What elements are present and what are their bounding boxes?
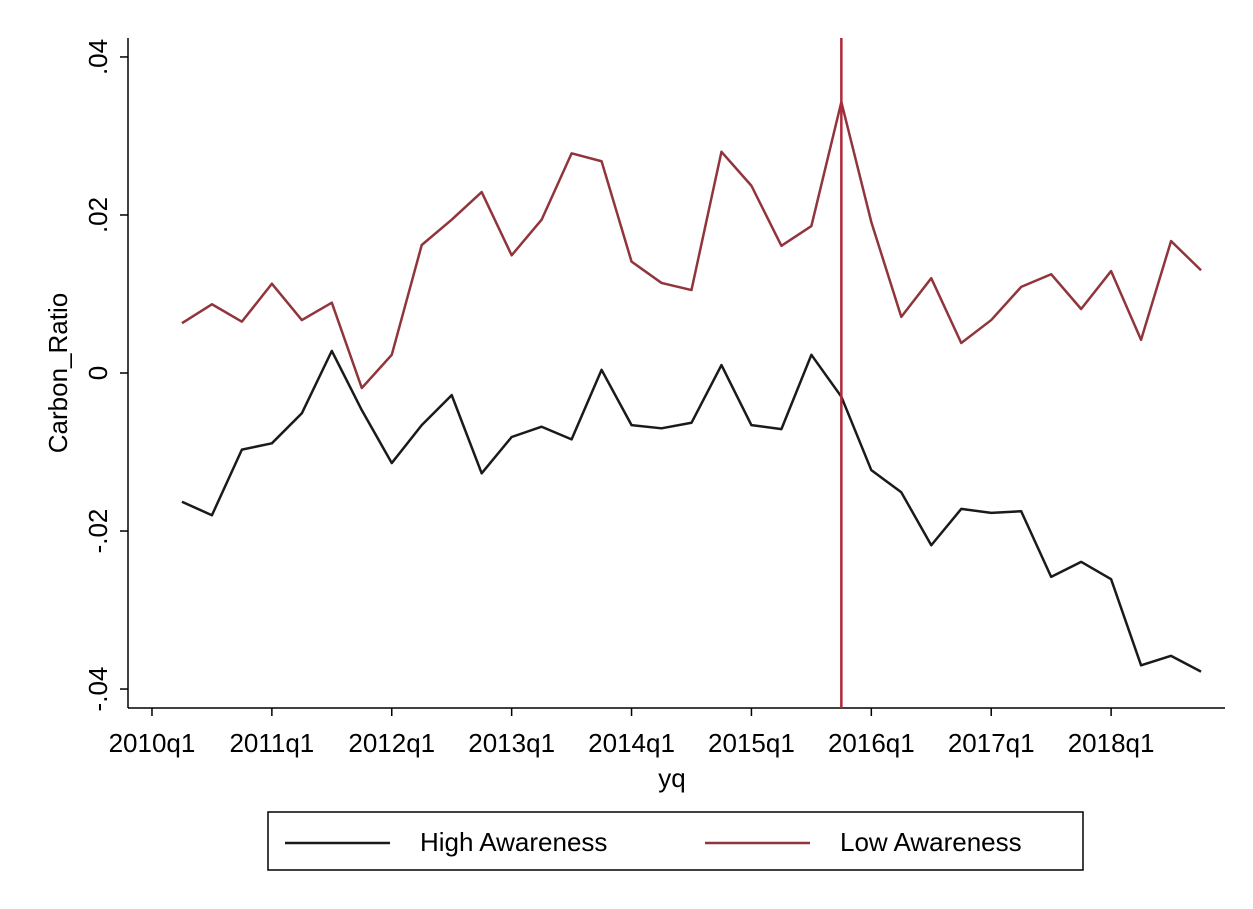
x-tick-label: 2018q1 — [1068, 728, 1155, 758]
x-tick-label: 2015q1 — [708, 728, 795, 758]
legend-label: Low Awareness — [840, 827, 1022, 857]
legend-box — [267, 811, 1084, 871]
x-tick-label: 2013q1 — [468, 728, 555, 758]
y-tick-label: -.04 — [83, 667, 113, 712]
series-line — [181, 349, 1202, 673]
legend-label: High Awareness — [420, 827, 607, 857]
y-tick-label: -.02 — [83, 509, 113, 554]
x-tick-label: 2011q1 — [229, 728, 314, 758]
x-axis-title: yq — [658, 763, 685, 793]
y-axis-title: Carbon_Ratio — [43, 293, 73, 453]
x-tick-label: 2012q1 — [348, 728, 435, 758]
x-tick-label: 2014q1 — [588, 728, 675, 758]
x-tick-label: 2016q1 — [828, 728, 915, 758]
x-tick-label: 2017q1 — [948, 728, 1035, 758]
y-tick-label: .02 — [83, 197, 113, 233]
x-tick-label: 2010q1 — [109, 728, 196, 758]
y-tick-label: 0 — [83, 366, 113, 380]
series-line — [181, 100, 1202, 390]
y-tick-label: .04 — [83, 39, 113, 75]
